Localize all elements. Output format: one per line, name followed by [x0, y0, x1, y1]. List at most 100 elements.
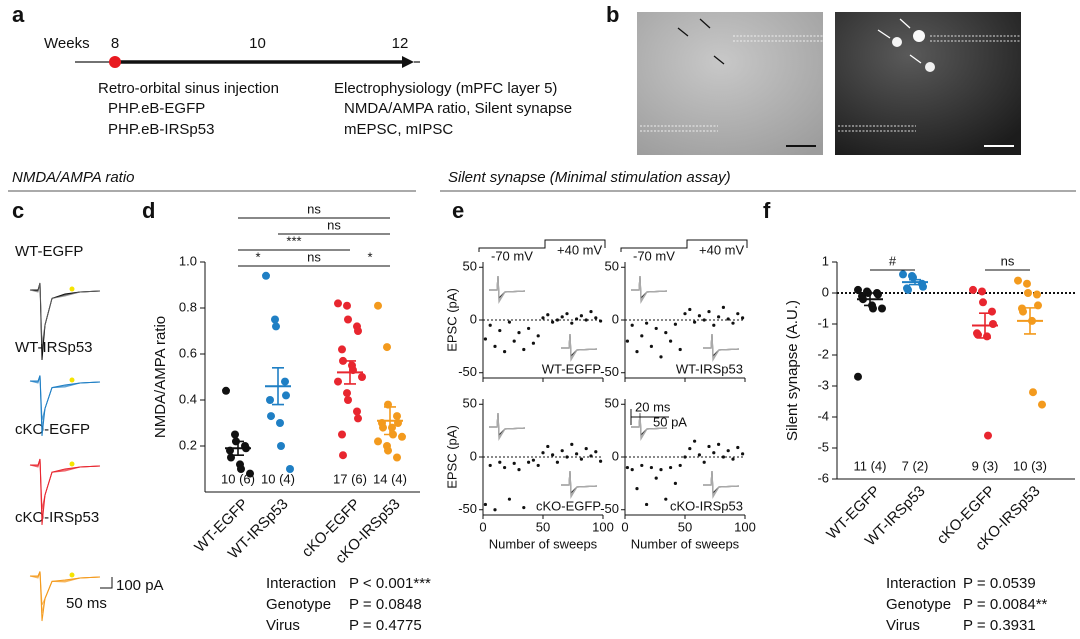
data-point [276, 419, 284, 427]
sweep-point [630, 468, 634, 472]
sweep-point [498, 328, 502, 333]
sweep-point [594, 450, 598, 454]
sweep-point [493, 344, 497, 348]
sweep-point [546, 313, 550, 317]
sweep-point [625, 339, 630, 343]
x-axis-label: Number of sweeps [631, 536, 740, 551]
inset-trace [489, 275, 526, 300]
y-tick-label: 0.4 [179, 391, 197, 406]
sweep-point [688, 307, 692, 312]
timeline-tick-label: 8 [111, 35, 119, 52]
data-point [353, 407, 361, 416]
sweep-point [673, 322, 678, 326]
sweep-point [697, 453, 702, 457]
sweep-point [589, 454, 593, 458]
inset-trace [489, 275, 526, 305]
y-tick-label: 0 [470, 448, 477, 463]
stat-term: Genotype [886, 596, 951, 613]
data-point [878, 304, 886, 313]
comparison-label: ns [1001, 253, 1015, 268]
n-label: 11 (4) [854, 458, 887, 473]
data-point [1023, 279, 1031, 288]
sweep-point [599, 319, 603, 323]
y-tick-label: 1 [822, 253, 829, 268]
sweep-point [649, 344, 654, 348]
data-point [974, 330, 982, 339]
sem-bar [384, 406, 396, 436]
sweep-point [702, 460, 706, 464]
data-point [854, 285, 862, 294]
y-tick-label: 0 [612, 448, 619, 463]
section-title: NMDA/AMPA ratio [12, 169, 135, 186]
data-point [1029, 388, 1037, 397]
section-title: Silent synapse (Minimal stimulation assa… [448, 169, 731, 186]
panel-label: a [12, 2, 25, 27]
y-tick-label: -50 [600, 364, 619, 379]
sweep-point [736, 312, 740, 316]
ephys-trace [29, 375, 101, 421]
sem-bar [1024, 307, 1036, 335]
n-label: 7 (2) [902, 458, 929, 473]
y-tick-label: 0 [470, 311, 477, 326]
data-point [1024, 289, 1032, 297]
sweep-point [702, 318, 706, 322]
sweep-point [584, 318, 588, 322]
sweep-point [669, 465, 673, 470]
comparison-label: # [889, 253, 897, 268]
voltage-label: -70 mV [491, 248, 533, 263]
n-label: 10 (3) [1013, 458, 1047, 473]
inset-trace [703, 333, 740, 360]
sweep-point [560, 449, 564, 453]
data-point [393, 412, 401, 421]
sweep-point [717, 315, 721, 319]
scale-label: 50 pA [653, 414, 687, 429]
inset-trace [561, 333, 598, 360]
comparison-label: *** [286, 233, 301, 248]
sweep-point [555, 460, 560, 464]
data-point [969, 285, 977, 294]
sweep-point [579, 457, 584, 461]
n-label: 10 (4) [261, 471, 295, 486]
stat-term: Interaction [266, 575, 336, 592]
data-point [1033, 290, 1041, 299]
data-point [286, 465, 294, 473]
sweep-point [546, 444, 550, 449]
sweep-point [649, 465, 654, 470]
data-point [267, 412, 275, 421]
data-point [384, 446, 392, 455]
data-point [354, 327, 362, 335]
sweep-point [522, 506, 526, 510]
data-point [874, 290, 882, 299]
sweep-point [589, 309, 593, 314]
sweep-point [584, 446, 588, 451]
sweep-point [517, 468, 521, 472]
sem-bar [232, 440, 244, 456]
y-tick-label: 50 [605, 396, 619, 411]
sweep-point [579, 314, 584, 318]
inset-trace [703, 470, 740, 497]
data-point [344, 315, 352, 324]
stim-marker [69, 377, 75, 383]
x-tick-label: 0 [621, 519, 628, 534]
sweep-point [664, 331, 668, 335]
timeline-tick-label: 10 [249, 35, 266, 52]
stat-p: P = 0.3931 [963, 617, 1036, 634]
data-point [383, 343, 391, 352]
stat-p: P < 0.001*** [349, 575, 431, 592]
stat-term: Interaction [886, 575, 956, 592]
stat-p: P = 0.4775 [349, 617, 422, 634]
group-label: WT-IRSp53 [676, 361, 743, 376]
y-tick-label: -2 [817, 346, 829, 361]
y-tick-label: 0 [822, 284, 829, 299]
inset-trace [703, 470, 740, 500]
n-label: 14 (4) [373, 471, 407, 486]
stat-p: P = 0.0539 [963, 575, 1036, 592]
comparison-label: ns [327, 217, 341, 232]
inset-trace [561, 333, 598, 358]
inset-trace [703, 470, 740, 495]
stim-marker [69, 461, 75, 467]
sweep-point [551, 320, 555, 324]
stim-marker [69, 286, 75, 292]
sweep-point [522, 347, 526, 352]
sweep-point [654, 326, 658, 331]
